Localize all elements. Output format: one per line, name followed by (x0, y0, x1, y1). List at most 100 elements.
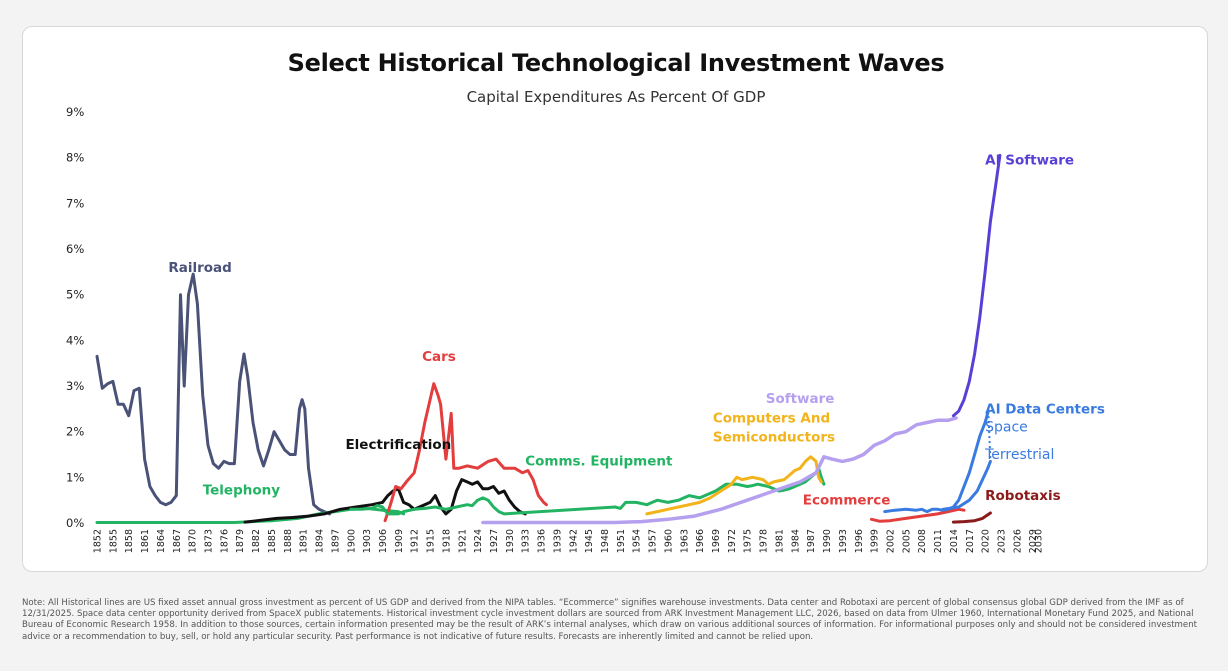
x-tick-1891: 1891 (299, 529, 310, 553)
data-centers-dotted-connector (987, 411, 992, 462)
x-tick-1993: 1993 (838, 529, 849, 553)
series-label-terrestrial: Terrestrial (984, 447, 1054, 463)
series-label-ai-data-centers: AI Data Centers (985, 401, 1105, 417)
series-label-computers-and-semiconductors: Computers And Semiconductors (713, 411, 835, 446)
x-tick-1870: 1870 (188, 529, 199, 553)
x-tick-1879: 1879 (235, 529, 246, 553)
x-tick-1867: 1867 (172, 529, 183, 553)
series-line-railroad (95, 272, 332, 516)
x-tick-1882: 1882 (251, 529, 262, 553)
series-label-robotaxis: Robotaxis (985, 488, 1061, 504)
series-line-cars (383, 382, 548, 523)
x-tick-1990: 1990 (822, 529, 833, 553)
series-line-software (481, 416, 958, 525)
x-tick-1900: 1900 (346, 529, 357, 553)
y-axis: 0% 1% 2% 3% 4% 5% 6% 7% 8% 9% (66, 105, 84, 530)
x-tick-1975: 1975 (743, 529, 754, 553)
series-label-software: Software (766, 391, 835, 407)
x-tick-1858: 1858 (124, 529, 135, 553)
x-tick-1873: 1873 (204, 529, 215, 553)
x-tick-1855: 1855 (108, 529, 119, 553)
series-label-ai-software: AI Software (985, 153, 1074, 169)
chart-title: Select Historical Technological Investme… (287, 49, 945, 77)
x-tick-2017: 2017 (965, 529, 976, 553)
y-tick-0: 0% (66, 516, 84, 530)
x-tick-1912: 1912 (410, 529, 421, 553)
x-tick-2014: 2014 (949, 529, 960, 553)
series-label-space: Space (985, 420, 1028, 436)
chart-subtitle: Capital Expenditures As Percent Of GDP (466, 88, 766, 106)
x-tick-1924: 1924 (473, 529, 484, 553)
chart-plot: 0% 1% 2% 3% 4% 5% 6% 7% 8% 9% 1852 1855 1858 1861 186… (66, 105, 1105, 553)
chart-card: Select Historical Technological Investme… (22, 26, 1208, 572)
x-tick-1951: 1951 (616, 529, 627, 553)
x-tick-2020: 2020 (981, 529, 992, 553)
x-tick-1897: 1897 (330, 529, 341, 553)
x-tick-1996: 1996 (854, 529, 865, 553)
x-tick-1942: 1942 (568, 529, 579, 553)
x-tick-1852: 1852 (93, 529, 104, 553)
x-tick-1972: 1972 (727, 529, 738, 553)
series-label-ecommerce: Ecommerce (803, 493, 891, 509)
x-tick-1885: 1885 (267, 529, 278, 553)
x-tick-1984: 1984 (790, 529, 801, 553)
x-tick-2011: 2011 (933, 529, 944, 553)
x-tick-1954: 1954 (632, 529, 643, 553)
x-tick-1957: 1957 (648, 529, 659, 553)
x-tick-2023: 2023 (996, 529, 1007, 553)
x-tick-1933: 1933 (521, 529, 532, 553)
y-tick-7: 7% (66, 196, 84, 210)
series-line-ai-software (951, 153, 1002, 418)
y-tick-2: 2% (66, 425, 84, 439)
x-axis: 1852 1855 1858 1861 1864 1867 1870 1873 1876 1879… (93, 529, 1045, 553)
x-tick-2026: 2026 (1012, 529, 1023, 553)
x-tick-1876: 1876 (219, 529, 230, 553)
series-label-railroad: Railroad (168, 260, 231, 276)
x-tick-1921: 1921 (457, 529, 468, 553)
x-tick-1969: 1969 (711, 529, 722, 553)
x-tick-1978: 1978 (759, 529, 770, 553)
x-tick-2002: 2002 (885, 529, 896, 553)
series-label-electrification: Electrification (345, 437, 451, 453)
y-tick-1: 1% (66, 470, 84, 484)
series-label-telephony: Telephony (203, 483, 281, 499)
x-tick-1927: 1927 (489, 529, 500, 553)
series-line-electrification (243, 478, 527, 524)
y-tick-3: 3% (66, 379, 84, 393)
x-tick-1888: 1888 (283, 529, 294, 553)
series-lines (95, 153, 1002, 525)
y-tick-6: 6% (66, 242, 84, 256)
series-label-cars: Cars (422, 349, 456, 365)
x-tick-1915: 1915 (426, 529, 437, 553)
x-tick-1864: 1864 (156, 529, 167, 553)
series-line-space (941, 459, 992, 511)
x-tick-2030: 2030 (1034, 529, 1045, 553)
series-line-comms-equipment (349, 466, 826, 516)
x-tick-1963: 1963 (679, 529, 690, 553)
series-line-robotaxis (951, 511, 992, 524)
x-tick-1966: 1966 (695, 529, 706, 553)
x-tick-1960: 1960 (663, 529, 674, 553)
x-tick-2005: 2005 (901, 529, 912, 553)
x-tick-1906: 1906 (378, 529, 389, 553)
x-tick-1894: 1894 (315, 529, 326, 553)
x-tick-1861: 1861 (140, 529, 151, 553)
x-tick-1981: 1981 (774, 529, 785, 553)
y-tick-4: 4% (66, 333, 84, 347)
x-tick-2008: 2008 (917, 529, 928, 553)
x-tick-1936: 1936 (537, 529, 548, 553)
series-label-comms-equipment: Comms. Equipment (525, 453, 673, 469)
y-tick-8: 8% (66, 151, 84, 165)
x-tick-1945: 1945 (584, 529, 595, 553)
series-line-ecommerce (870, 507, 966, 523)
footnote: Note: All Historical lines are US fixed … (22, 598, 1198, 642)
y-tick-9: 9% (66, 105, 84, 119)
y-tick-5: 5% (66, 288, 84, 302)
x-tick-1909: 1909 (394, 529, 405, 553)
series-labels: Railroad Telephony Electrification Cars Comm… (168, 153, 1105, 509)
x-tick-1987: 1987 (806, 529, 817, 553)
x-tick-1939: 1939 (552, 529, 563, 553)
x-tick-1948: 1948 (600, 529, 611, 553)
x-tick-2029: 2029 (1028, 529, 1039, 553)
x-tick-1903: 1903 (362, 529, 373, 553)
